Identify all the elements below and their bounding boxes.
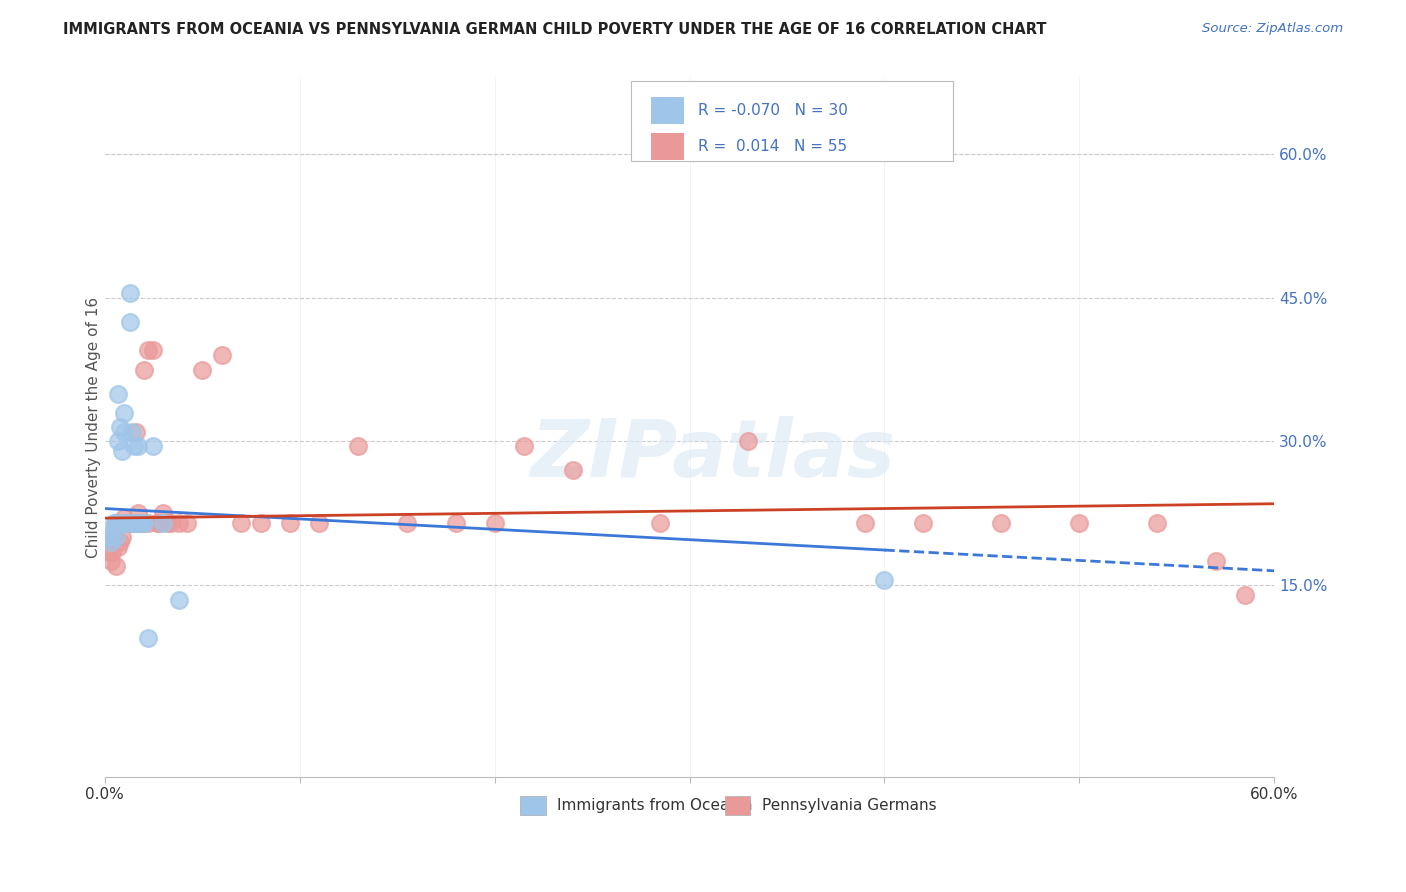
Point — [737, 434, 759, 449]
Point — [167, 592, 190, 607]
Point — [1234, 588, 1257, 602]
Point — [1069, 516, 1091, 530]
Point — [117, 516, 139, 530]
Point — [136, 343, 159, 358]
Point — [156, 516, 179, 530]
Bar — [520, 796, 546, 815]
Point — [110, 535, 132, 549]
Point — [131, 516, 153, 530]
Point — [122, 516, 145, 530]
Point — [152, 506, 174, 520]
Text: IMMIGRANTS FROM OCEANIA VS PENNSYLVANIA GERMAN CHILD POVERTY UNDER THE AGE OF 16: IMMIGRANTS FROM OCEANIA VS PENNSYLVANIA … — [63, 22, 1047, 37]
Point — [105, 530, 128, 544]
Point — [118, 285, 141, 300]
Point — [112, 406, 135, 420]
Point — [111, 516, 134, 530]
Point — [132, 362, 155, 376]
Point — [131, 516, 153, 530]
Point — [122, 439, 145, 453]
Point — [125, 516, 148, 530]
Point — [112, 511, 135, 525]
Point — [121, 425, 143, 439]
Point — [191, 362, 214, 376]
Bar — [651, 97, 683, 124]
Text: R = -0.070   N = 30: R = -0.070 N = 30 — [697, 103, 848, 118]
Point — [112, 425, 135, 439]
Point — [231, 516, 253, 530]
Point — [650, 516, 672, 530]
Text: R =  0.014   N = 55: R = 0.014 N = 55 — [697, 139, 846, 154]
Point — [484, 516, 506, 530]
Point — [100, 554, 122, 568]
Point — [128, 516, 150, 530]
Point — [97, 544, 120, 558]
Point — [115, 516, 138, 530]
Point — [142, 343, 165, 358]
Text: Immigrants from Oceania: Immigrants from Oceania — [557, 798, 754, 813]
Point — [105, 516, 128, 530]
Point — [176, 516, 198, 530]
Point — [107, 540, 129, 554]
Text: ZIPatlas: ZIPatlas — [530, 416, 896, 494]
Point — [115, 516, 138, 530]
Point — [395, 516, 418, 530]
Point — [148, 516, 170, 530]
Point — [853, 516, 876, 530]
Point — [128, 516, 150, 530]
Point — [103, 530, 125, 544]
Point — [146, 516, 169, 530]
Point — [101, 525, 124, 540]
Point — [117, 516, 139, 530]
Point — [513, 439, 536, 453]
Bar — [724, 796, 751, 815]
Point — [103, 516, 125, 530]
Point — [105, 516, 128, 530]
Point — [118, 516, 141, 530]
Point — [152, 516, 174, 530]
Point — [136, 516, 159, 530]
Point — [308, 516, 330, 530]
Point — [561, 463, 583, 477]
Point — [1205, 554, 1227, 568]
Point — [118, 315, 141, 329]
Point — [142, 439, 165, 453]
Point — [105, 559, 128, 574]
Point — [111, 530, 134, 544]
Point — [125, 425, 148, 439]
Point — [873, 574, 896, 588]
Point — [100, 535, 122, 549]
Point — [444, 516, 467, 530]
Point — [121, 516, 143, 530]
Point — [107, 434, 129, 449]
Point — [118, 516, 141, 530]
Point — [136, 631, 159, 645]
Point — [1146, 516, 1168, 530]
Point — [249, 516, 271, 530]
Point — [127, 506, 149, 520]
Point — [211, 348, 233, 362]
Bar — [651, 134, 683, 160]
Point — [278, 516, 301, 530]
Point — [132, 516, 155, 530]
Point — [160, 516, 183, 530]
Point — [112, 516, 135, 530]
Text: Pennsylvania Germans: Pennsylvania Germans — [762, 798, 936, 813]
Point — [990, 516, 1012, 530]
Point — [912, 516, 935, 530]
Point — [167, 516, 190, 530]
Point — [97, 530, 120, 544]
Y-axis label: Child Poverty Under the Age of 16: Child Poverty Under the Age of 16 — [86, 296, 101, 558]
Point — [111, 444, 134, 458]
Point — [115, 516, 138, 530]
Point — [128, 516, 150, 530]
Point — [110, 420, 132, 434]
Point — [107, 386, 129, 401]
Point — [122, 516, 145, 530]
Point — [347, 439, 370, 453]
Point — [101, 544, 124, 558]
Text: Source: ZipAtlas.com: Source: ZipAtlas.com — [1202, 22, 1343, 36]
Point — [127, 439, 149, 453]
FancyBboxPatch shape — [631, 81, 953, 161]
